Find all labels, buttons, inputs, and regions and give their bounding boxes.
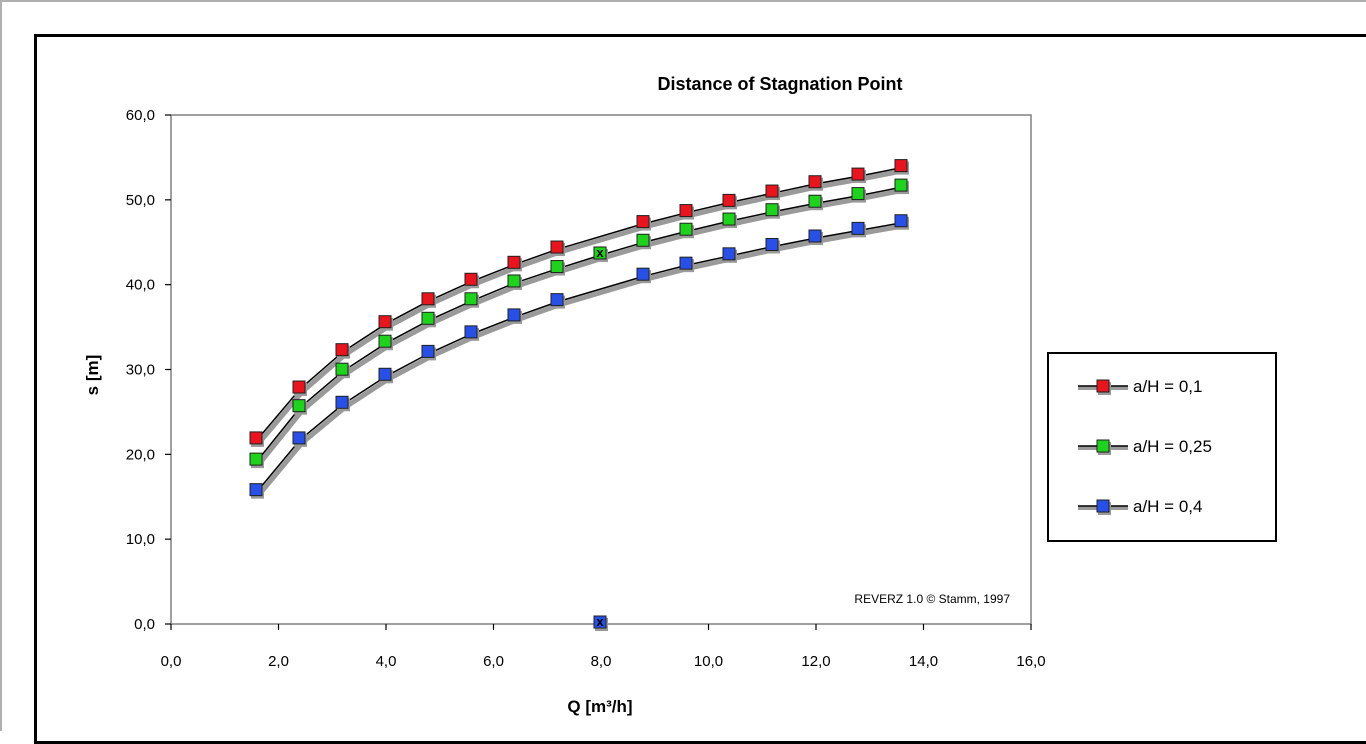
data-point	[636, 215, 650, 229]
data-point	[851, 221, 865, 235]
y-tick-label: 30,0	[126, 362, 155, 379]
y-tick-label: 20,0	[126, 446, 155, 463]
legend-marker	[1096, 439, 1110, 453]
series-line	[256, 186, 903, 462]
data-point	[808, 229, 822, 243]
data-point	[335, 395, 349, 409]
chart-title: Distance of Stagnation Point	[657, 74, 902, 94]
legend-marker	[1096, 499, 1110, 513]
data-point	[722, 212, 736, 226]
data-point	[421, 344, 435, 358]
data-point	[507, 308, 521, 322]
y-tick-label: 60,0	[126, 107, 155, 124]
data-point	[894, 178, 908, 192]
data-point	[636, 233, 650, 247]
data-point	[851, 187, 865, 201]
x-tick-label: 10,0	[694, 653, 723, 670]
x-tick-label: 4,0	[376, 653, 397, 670]
data-point	[249, 452, 263, 466]
data-point	[507, 255, 521, 269]
x-tick-label: 14,0	[909, 653, 938, 670]
data-point	[765, 184, 779, 198]
data-point	[378, 315, 392, 329]
legend-label: a/H = 0,25	[1133, 437, 1212, 456]
legend: a/H = 0,1 a/H = 0,25 a/H = 0,4	[1047, 352, 1277, 542]
special-marker-glyph: x	[596, 245, 604, 260]
data-point	[335, 343, 349, 357]
x-axis-label: Q [m³/h]	[567, 697, 632, 716]
x-tick-label: 16,0	[1016, 653, 1045, 670]
x-tick-label: 12,0	[801, 653, 830, 670]
x-tick-label: 2,0	[268, 653, 289, 670]
data-point	[765, 237, 779, 251]
data-point	[378, 334, 392, 348]
data-point	[679, 256, 693, 270]
data-point	[249, 431, 263, 445]
copyright-annotation: REVERZ 1.0 © Stamm, 1997	[854, 592, 1010, 606]
legend-label: a/H = 0,4	[1133, 497, 1202, 516]
data-point	[636, 267, 650, 281]
data-point	[550, 240, 564, 254]
data-point	[679, 204, 693, 218]
special-marker	[593, 615, 607, 629]
data-point	[550, 293, 564, 307]
plot-area: 0,0 2,0 4,0 6,0 8,0 10,0 12,0 14,0 16,0 0,0 10,0 20…	[126, 107, 1046, 670]
y-axis-label: s [m]	[83, 355, 102, 396]
data-point	[722, 247, 736, 261]
data-point	[292, 431, 306, 445]
legend-label: a/H = 0,1	[1133, 377, 1202, 396]
data-point	[464, 325, 478, 339]
data-point	[421, 311, 435, 325]
y-tick-label: 50,0	[126, 192, 155, 209]
series-shadow	[257, 187, 905, 466]
data-point	[292, 380, 306, 394]
data-point	[249, 483, 263, 497]
data-point	[679, 222, 693, 236]
y-tick-label: 40,0	[126, 277, 155, 294]
special-marker	[593, 246, 607, 260]
data-point	[851, 167, 865, 181]
y-tick-label: 0,0	[134, 616, 155, 633]
data-point	[765, 203, 779, 217]
data-point	[464, 272, 478, 286]
data-point	[808, 194, 822, 208]
x-tick-label: 6,0	[483, 653, 504, 670]
data-point	[335, 362, 349, 376]
data-point	[722, 193, 736, 207]
data-point	[378, 367, 392, 381]
y-tick-label: 10,0	[126, 531, 155, 548]
data-point	[464, 292, 478, 306]
x-tick-label: 0,0	[161, 653, 182, 670]
data-point	[421, 292, 435, 306]
x-tick-label: 8,0	[591, 653, 612, 670]
data-point	[894, 214, 908, 228]
legend-marker	[1096, 379, 1110, 393]
data-point	[894, 159, 908, 173]
data-point	[507, 274, 521, 288]
special-marker-glyph: x	[596, 614, 604, 629]
data-point	[808, 175, 822, 189]
data-point	[292, 399, 306, 413]
data-point	[550, 260, 564, 274]
